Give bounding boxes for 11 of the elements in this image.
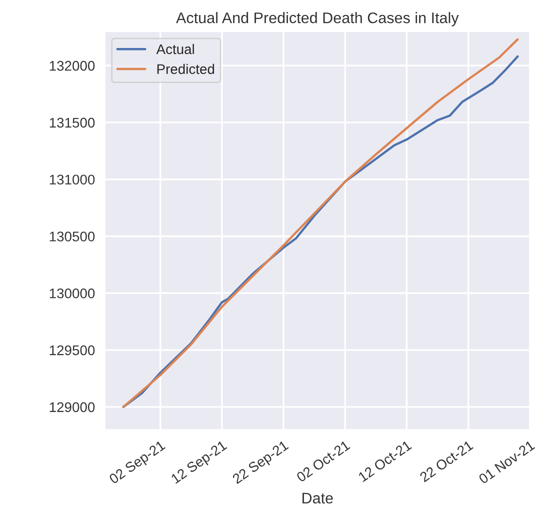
y-tick-label: 130000 [50, 288, 95, 298]
y-tick-label: 131500 [50, 118, 95, 128]
y-tick-label: 132000 [50, 60, 95, 71]
y-tick-label: 129500 [50, 345, 95, 356]
y-tick-label: 129000 [50, 402, 95, 412]
y-tick-label: 130500 [50, 232, 95, 242]
legend-label: Actual [156, 44, 194, 54]
y-tick-label: 131000 [50, 174, 95, 185]
legend-label: Predicted [157, 64, 214, 74]
chart-title: Actual And Predicted Death Cases in Italy [176, 12, 459, 26]
x-axis-title: Date [302, 492, 333, 504]
